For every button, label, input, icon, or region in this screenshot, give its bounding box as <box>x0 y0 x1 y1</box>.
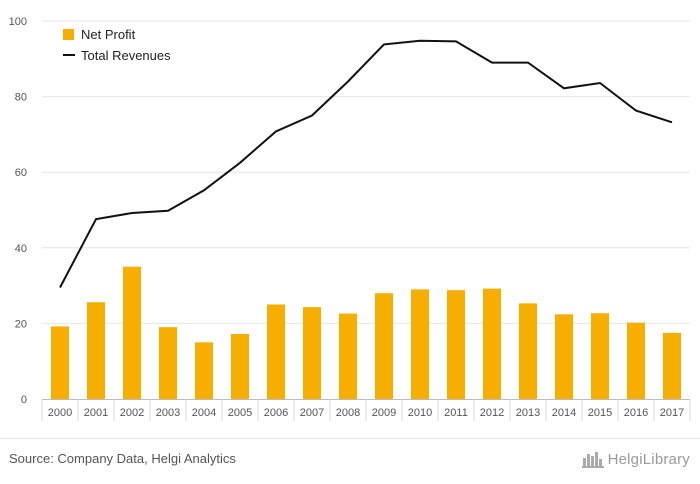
bar-net-profit <box>375 293 393 399</box>
x-tick-label: 2009 <box>372 407 396 419</box>
bar-net-profit <box>447 290 465 399</box>
bar-net-profit <box>627 322 645 399</box>
bar-net-profit <box>87 302 105 399</box>
x-tick-label: 2003 <box>156 407 180 419</box>
bar-net-profit <box>663 332 681 399</box>
y-tick-label: 20 <box>15 318 27 330</box>
x-tick-label: 2000 <box>48 407 72 419</box>
bar-net-profit <box>411 289 429 399</box>
bar-net-profit <box>267 304 285 399</box>
bars-net-profit <box>51 266 681 399</box>
x-tick-label: 2010 <box>408 407 432 419</box>
footer: Source: Company Data, Helgi Analytics He… <box>0 438 700 484</box>
x-axis: 2000 2001 2002 2003 2004 2005 2006 2007 2008 2009… <box>41 399 691 421</box>
bar-net-profit <box>195 342 213 399</box>
y-tick-label: 0 <box>21 394 27 406</box>
bar-net-profit <box>303 307 321 399</box>
library-icon <box>581 452 604 468</box>
source-note: Source: Company Data, Helgi Analytics <box>9 451 236 466</box>
x-tick-label: 2005 <box>228 407 252 419</box>
x-tick-label: 2008 <box>336 407 360 419</box>
x-tick-label: 2015 <box>588 407 612 419</box>
x-tick-label: 2013 <box>516 407 540 419</box>
bar-net-profit <box>483 288 501 399</box>
bar-net-profit <box>231 333 249 399</box>
x-tick-label: 2002 <box>120 407 144 419</box>
y-tick-label: 60 <box>15 167 27 179</box>
bar-net-profit <box>555 314 573 399</box>
y-tick-label: 40 <box>15 243 27 255</box>
brand-logo[interactable]: HelgiLibrary <box>581 450 690 468</box>
bar-net-profit <box>159 327 177 399</box>
x-tick-label: 2017 <box>660 407 684 419</box>
x-tick-label: 2006 <box>264 407 288 419</box>
bar-net-profit <box>51 326 69 399</box>
brand-name: HelgiLibrary <box>607 451 690 468</box>
legend-swatch-net-profit <box>63 29 74 40</box>
bar-net-profit <box>519 303 537 399</box>
y-tick-label: 80 <box>15 92 27 104</box>
bar-net-profit <box>123 266 141 399</box>
x-tick-label: 2004 <box>192 407 216 419</box>
x-tick-label: 2007 <box>300 407 324 419</box>
line-total-revenues <box>59 39 673 288</box>
x-tick-label: 2016 <box>624 407 648 419</box>
legend: Net Profit Total Revenues <box>63 27 171 63</box>
x-tick-label: 2012 <box>480 407 504 419</box>
grid-lines <box>42 20 690 324</box>
bar-net-profit <box>339 313 357 399</box>
chart: 2000 2001 2002 2003 2004 2005 2006 2007 2008 2009… <box>9 16 691 421</box>
y-tick-label: 100 <box>9 16 27 28</box>
bar-net-profit <box>591 313 609 399</box>
x-tick-label: 2014 <box>552 407 576 419</box>
x-tick-label: 2001 <box>84 407 108 419</box>
legend-label-net-profit: Net Profit <box>81 27 136 42</box>
x-tick-label: 2011 <box>444 407 468 419</box>
y-axis: 0 20 40 60 80 100 <box>9 16 27 406</box>
legend-label-total-revenues: Total Revenues <box>81 48 171 63</box>
